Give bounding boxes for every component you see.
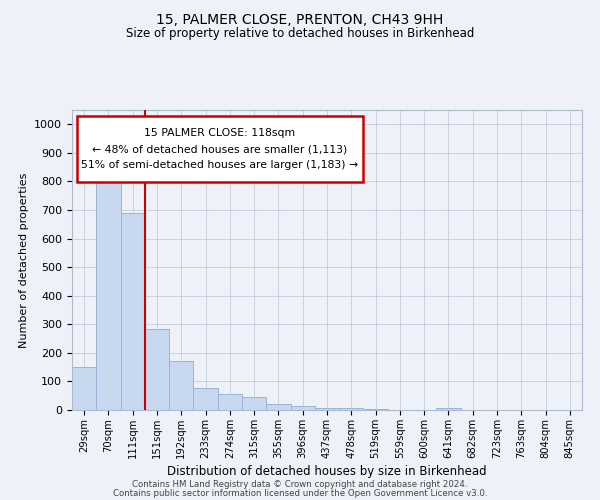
Bar xyxy=(169,362,193,410)
Bar xyxy=(145,328,169,410)
Bar xyxy=(339,408,364,410)
Bar xyxy=(193,388,218,410)
Text: 15 PALMER CLOSE: 118sqm
← 48% of detached houses are smaller (1,113)
51% of semi: 15 PALMER CLOSE: 118sqm ← 48% of detache… xyxy=(82,128,358,170)
Bar xyxy=(121,213,145,410)
Text: Contains public sector information licensed under the Open Government Licence v3: Contains public sector information licen… xyxy=(113,488,487,498)
Bar xyxy=(364,408,388,410)
Text: 15, PALMER CLOSE, PRENTON, CH43 9HH: 15, PALMER CLOSE, PRENTON, CH43 9HH xyxy=(157,12,443,26)
Bar xyxy=(218,394,242,410)
FancyBboxPatch shape xyxy=(77,116,363,182)
Text: Distribution of detached houses by size in Birkenhead: Distribution of detached houses by size … xyxy=(167,464,487,477)
Bar xyxy=(242,398,266,410)
Bar xyxy=(290,406,315,410)
Bar xyxy=(436,408,461,410)
Text: Contains HM Land Registry data © Crown copyright and database right 2024.: Contains HM Land Registry data © Crown c… xyxy=(132,480,468,489)
Bar xyxy=(96,173,121,410)
Y-axis label: Number of detached properties: Number of detached properties xyxy=(19,172,29,348)
Bar xyxy=(315,408,339,410)
Bar xyxy=(266,404,290,410)
Text: Size of property relative to detached houses in Birkenhead: Size of property relative to detached ho… xyxy=(126,28,474,40)
Bar xyxy=(72,367,96,410)
